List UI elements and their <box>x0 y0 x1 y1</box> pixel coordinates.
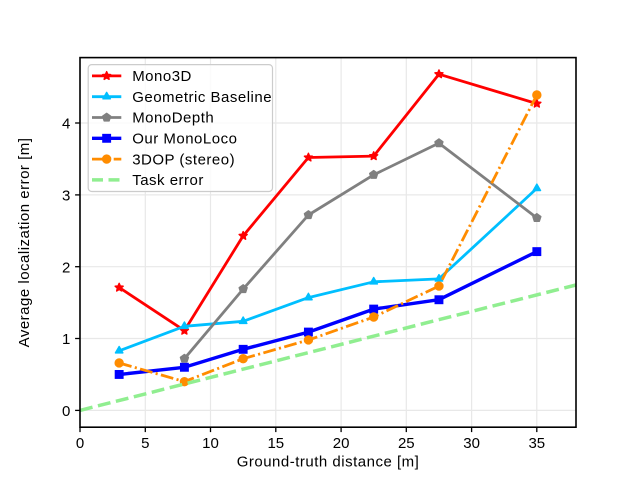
svg-text:Average localization error [m]: Average localization error [m] <box>16 138 33 348</box>
svg-text:Geometric Baseline: Geometric Baseline <box>132 89 272 106</box>
svg-text:MonoDepth: MonoDepth <box>132 110 214 127</box>
svg-text:Our MonoLoco: Our MonoLoco <box>132 131 237 148</box>
svg-text:35: 35 <box>528 435 545 452</box>
svg-text:10: 10 <box>202 435 219 452</box>
svg-text:3: 3 <box>62 188 70 205</box>
svg-text:Task error: Task error <box>132 172 204 189</box>
svg-text:Ground-truth distance [m]: Ground-truth distance [m] <box>237 453 420 470</box>
svg-text:30: 30 <box>463 435 480 452</box>
svg-text:Mono3D: Mono3D <box>132 68 192 85</box>
svg-text:3DOP (stereo): 3DOP (stereo) <box>132 151 235 168</box>
svg-text:15: 15 <box>267 435 284 452</box>
svg-text:4: 4 <box>62 116 70 133</box>
svg-text:20: 20 <box>333 435 350 452</box>
svg-text:0: 0 <box>62 403 70 420</box>
svg-text:25: 25 <box>398 435 415 452</box>
svg-text:0: 0 <box>76 435 84 452</box>
svg-text:5: 5 <box>141 435 149 452</box>
svg-text:2: 2 <box>62 259 70 276</box>
svg-text:1: 1 <box>62 331 70 348</box>
